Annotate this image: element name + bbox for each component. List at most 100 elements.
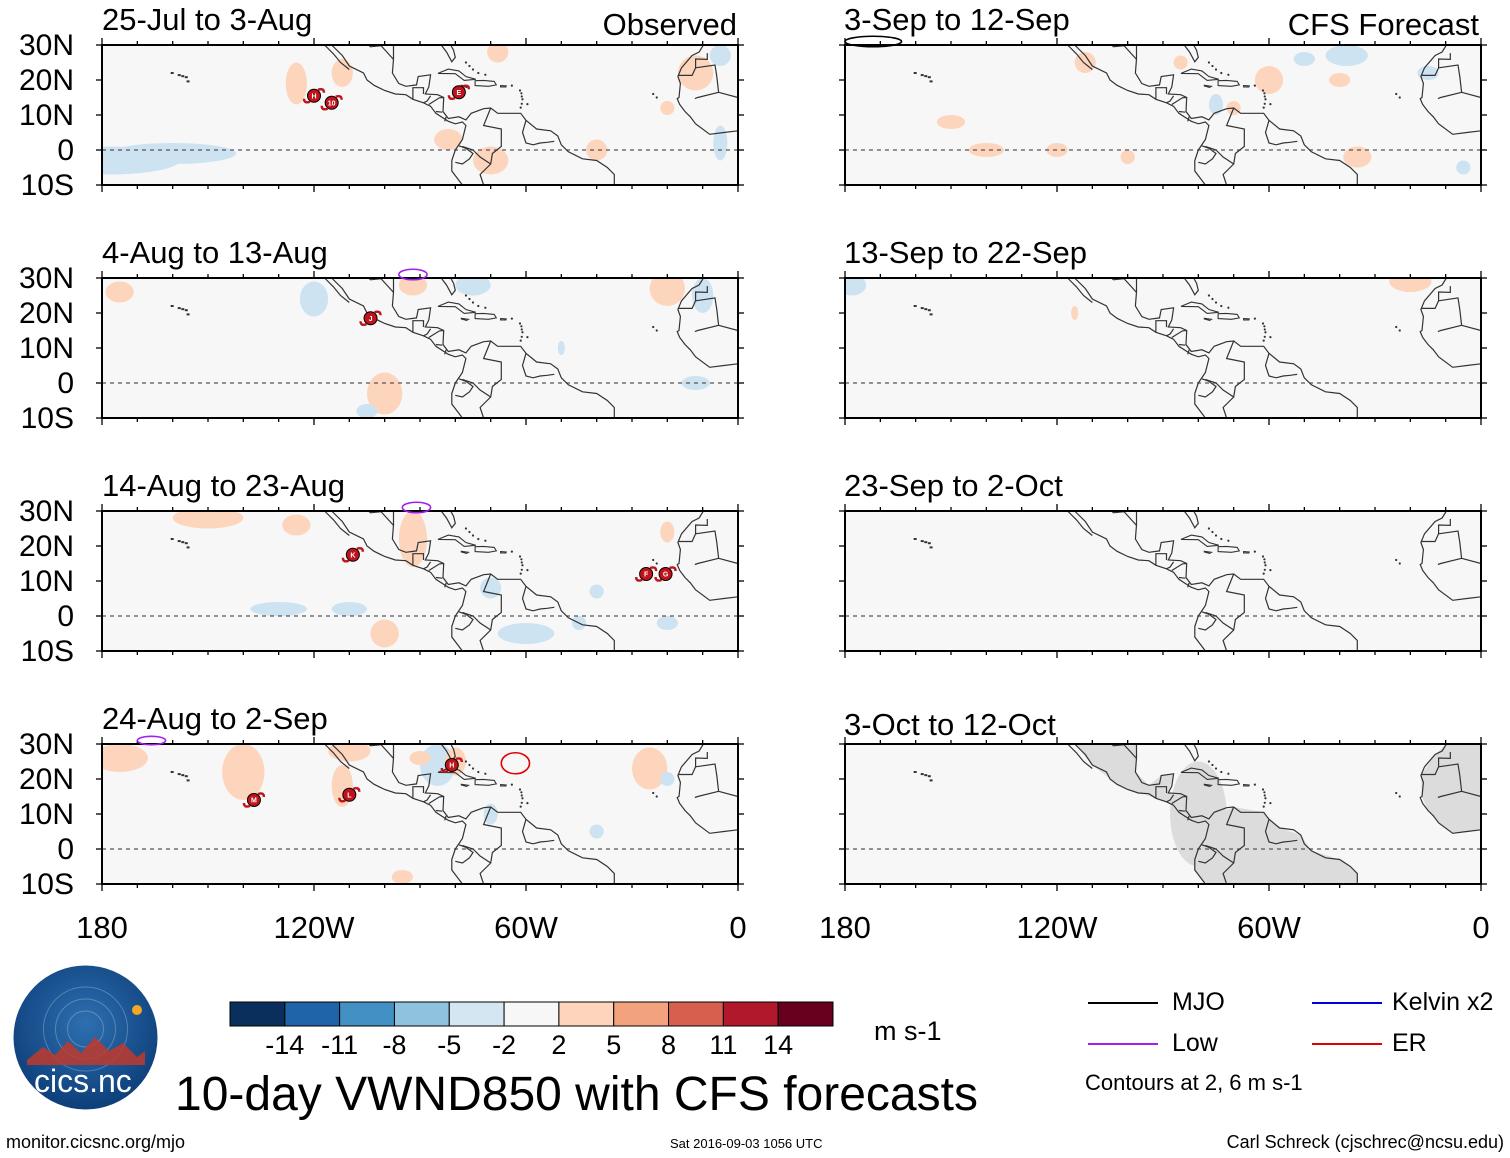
anomaly-patch — [1071, 306, 1079, 320]
coastline — [462, 611, 492, 631]
hawaii-island — [184, 775, 188, 778]
hawaii-island — [913, 72, 917, 74]
coastline — [1420, 286, 1451, 309]
small-island — [520, 325, 523, 328]
small-island — [477, 537, 480, 541]
legend-mjo-line — [1088, 1002, 1158, 1004]
map-panel-3 — [96, 504, 744, 658]
hawaii-island — [181, 541, 185, 544]
small-island — [652, 791, 655, 795]
coastline — [444, 582, 447, 588]
coastline — [718, 324, 738, 332]
logo-text: cics.nc — [34, 1063, 132, 1099]
small-island — [484, 73, 487, 76]
small-island — [1262, 572, 1265, 575]
small-island — [1264, 797, 1267, 800]
coastline — [331, 45, 467, 185]
coastline — [1178, 809, 1186, 812]
coastline — [1187, 116, 1190, 122]
tropical-cyclone-marker: L — [338, 786, 361, 803]
lon-label: 120W — [1016, 910, 1098, 945]
small-island — [1269, 103, 1272, 106]
storm-label: H — [449, 763, 454, 770]
map-panel-2 — [96, 271, 744, 425]
small-island — [1253, 317, 1256, 320]
anomaly-patch — [709, 45, 731, 66]
coastline — [423, 95, 432, 104]
coastline — [1173, 45, 1199, 63]
anomaly-patch — [1208, 94, 1224, 115]
small-island — [1214, 767, 1218, 770]
coastline — [1074, 744, 1210, 884]
small-island — [518, 89, 522, 92]
coastline — [676, 511, 738, 601]
lat-label: 30N — [18, 728, 74, 761]
coastline — [455, 378, 474, 398]
coastline — [1173, 511, 1199, 529]
lon-label: 180 — [819, 910, 871, 945]
coastline — [1437, 530, 1463, 566]
coastline — [331, 744, 467, 884]
coastline — [428, 329, 444, 339]
island-outline — [474, 79, 498, 87]
coastline — [428, 96, 444, 106]
map-panel-7 — [839, 504, 1487, 658]
map-background — [102, 278, 738, 418]
footer-url[interactable]: monitor.cicsnc.org/mjo — [6, 1132, 186, 1152]
coastline — [1264, 353, 1298, 379]
anomaly-patch — [497, 623, 555, 644]
coastline — [1222, 107, 1245, 185]
hawaii-island — [927, 309, 931, 312]
wave-contour — [844, 35, 903, 48]
coastline — [1155, 87, 1168, 100]
tropical-cyclone-marker: H — [302, 87, 326, 104]
coastline — [1166, 95, 1175, 104]
small-island — [1207, 294, 1211, 297]
small-island — [510, 783, 513, 786]
small-island — [520, 335, 523, 338]
small-island — [1211, 64, 1214, 68]
coastline — [479, 340, 502, 418]
coastline — [694, 64, 720, 100]
small-island — [518, 788, 522, 791]
anomaly-patch — [109, 143, 237, 164]
small-island — [1395, 558, 1398, 562]
island-outline — [1180, 534, 1219, 547]
hawaii-island — [913, 305, 917, 307]
coastline — [694, 530, 720, 566]
small-island — [1395, 791, 1398, 795]
small-island — [468, 763, 471, 767]
coastline — [1166, 794, 1175, 803]
small-island — [1398, 795, 1401, 798]
hawaii-island — [186, 546, 190, 549]
small-island — [1398, 562, 1401, 565]
island-outline — [500, 784, 507, 787]
coastline — [391, 45, 615, 185]
anomaly-patch — [398, 278, 428, 296]
anomaly-patch — [677, 55, 714, 91]
hawaii-island — [920, 307, 924, 310]
hawaii-island — [927, 775, 931, 778]
coastline — [677, 286, 708, 309]
hawaii-island — [920, 74, 924, 77]
small-island — [471, 767, 475, 770]
island-outline — [437, 68, 476, 81]
hawaii-island — [920, 773, 924, 776]
storm-label: H — [311, 93, 316, 100]
anomaly-patch — [105, 281, 134, 303]
coastline — [1461, 790, 1481, 798]
anomaly-patch — [656, 616, 678, 630]
small-island — [1227, 73, 1230, 76]
hawaii-island — [177, 773, 181, 776]
anomaly-patch — [331, 59, 353, 87]
hawaii-island — [186, 779, 190, 782]
lat-label: 0 — [57, 134, 74, 167]
legend-er-line — [1312, 1043, 1382, 1045]
coastline — [455, 611, 474, 631]
coastline — [1074, 511, 1210, 651]
hawaii-island — [177, 307, 181, 310]
map-background — [102, 45, 738, 185]
small-island — [1264, 564, 1267, 567]
wave-contour — [397, 268, 428, 281]
anomaly-patch — [331, 602, 368, 616]
